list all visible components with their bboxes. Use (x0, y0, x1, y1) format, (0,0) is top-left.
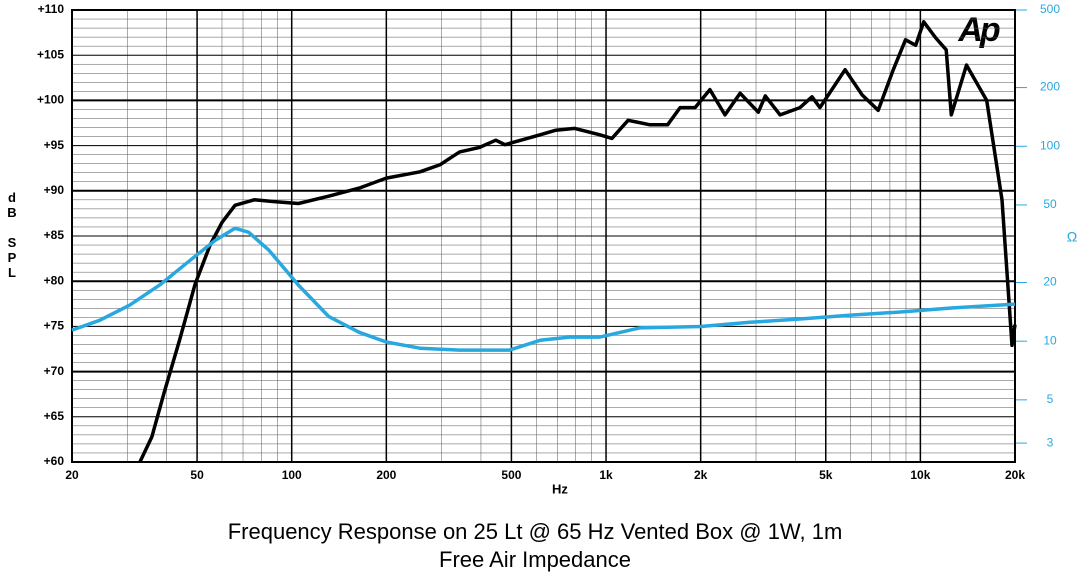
x-tick-label: 100 (282, 468, 302, 482)
x-axis-label: Hz (552, 481, 568, 496)
y2-tick-label: 20 (1043, 275, 1057, 289)
y-tick-label: +110 (38, 2, 65, 16)
y2-tick-label: 5 (1047, 392, 1054, 406)
y2-axis-label: Ω (1067, 229, 1077, 245)
chart-title: Frequency Response on 25 Lt @ 65 Hz Vent… (228, 519, 843, 544)
x-tick-label: 10k (910, 468, 930, 482)
x-tick-label: 50 (190, 468, 204, 482)
series-line (138, 20, 1017, 463)
y2-tick-label: 500 (1040, 2, 1060, 16)
x-tick-label: 2k (694, 468, 708, 482)
y-tick-label: +80 (44, 273, 65, 287)
x-tick-label: 200 (376, 468, 396, 482)
x-tick-label: 20k (1005, 468, 1025, 482)
series-line (71, 226, 1016, 352)
x-tick-label: 500 (501, 468, 521, 482)
chart-subtitle: Free Air Impedance (439, 547, 631, 572)
y2-tick-label: 200 (1040, 80, 1060, 94)
y-tick-label: +95 (44, 138, 65, 152)
y-tick-label: +70 (44, 364, 65, 378)
y-tick-label: +75 (44, 319, 65, 333)
plot-frame (71, 9, 1016, 463)
y-axis-label: dB SPL (5, 190, 20, 280)
y2-tick-label: 50 (1043, 197, 1057, 211)
y-tick-label: +65 (44, 409, 65, 423)
x-tick-label: 1k (599, 468, 613, 482)
y-tick-label: +60 (44, 454, 65, 468)
y-tick-label: +90 (44, 183, 65, 197)
y2-tick-label: 100 (1040, 138, 1060, 152)
y2-tick-label: 3 (1047, 435, 1054, 449)
y2-tick-label: 10 (1043, 333, 1057, 347)
x-tick-label: 5k (819, 468, 833, 482)
logo: Ap (957, 11, 1000, 49)
y-tick-label: +105 (37, 47, 64, 61)
x-tick-label: 20 (65, 468, 79, 482)
y-tick-label: +100 (37, 93, 64, 107)
y-tick-label: +85 (44, 228, 65, 242)
